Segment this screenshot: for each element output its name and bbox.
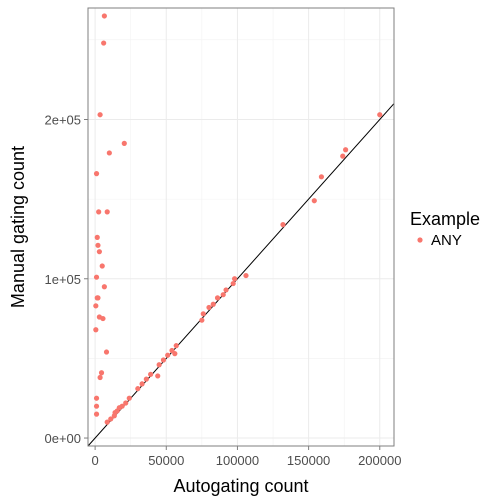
data-point: [165, 352, 171, 358]
data-point: [94, 295, 100, 301]
data-point: [280, 222, 286, 228]
data-point: [104, 419, 110, 425]
data-point: [135, 386, 141, 392]
panel-border: [87, 7, 395, 447]
x-tick-label: 150000: [287, 453, 330, 468]
data-point: [94, 234, 100, 240]
data-point: [93, 303, 99, 309]
data-point: [206, 304, 212, 311]
data-point: [106, 150, 112, 156]
data-point: [377, 112, 383, 118]
data-point: [97, 374, 103, 381]
legend-key-any: [417, 237, 423, 243]
minor-gridlines: [88, 8, 394, 446]
data-point: [173, 343, 179, 349]
data-point: [210, 301, 216, 307]
data-point: [160, 357, 167, 363]
data-point: [95, 242, 101, 248]
data-point: [93, 403, 100, 409]
legend-label-any: ANY: [431, 232, 462, 249]
data-point: [100, 315, 106, 322]
data-point: [103, 349, 110, 355]
x-tick-label: 200000: [358, 453, 401, 468]
data-point: [214, 295, 221, 301]
data-point: [96, 249, 102, 255]
data-point: [243, 272, 249, 279]
data-point: [126, 395, 132, 401]
data-point: [220, 292, 226, 298]
data-point: [199, 317, 205, 323]
data-point: [97, 112, 103, 118]
data-point: [231, 276, 238, 282]
panel-background: [88, 8, 394, 446]
data-point: [343, 147, 349, 153]
data-point: [121, 140, 127, 146]
data-point: [99, 263, 105, 269]
data-point: [230, 280, 236, 287]
x-axis-title: Autogating count: [173, 476, 308, 496]
x-tick-label: 0: [91, 453, 98, 468]
y-tick-label: 1e+05: [44, 272, 81, 287]
data-point: [101, 284, 107, 290]
y-tick-label: 0e+00: [44, 431, 81, 446]
legend-title: Example: [410, 209, 480, 229]
data-point: [172, 351, 178, 357]
data-point: [93, 411, 100, 417]
data-point: [311, 198, 317, 204]
data-point: [143, 376, 149, 382]
data-point: [148, 371, 154, 377]
y-axis: 0e+00 1e+05 2e+05: [44, 112, 88, 446]
data-point: [123, 400, 129, 406]
data-point: [93, 327, 99, 333]
data-point: [101, 40, 107, 46]
y-axis-title: Manual gating count: [8, 146, 28, 308]
major-gridlines: [88, 8, 394, 446]
x-tick-label: 50000: [148, 453, 184, 468]
data-point: [96, 209, 102, 215]
data-point: [101, 13, 107, 19]
data-point: [340, 153, 346, 159]
data-point: [98, 370, 105, 376]
data-point: [93, 274, 100, 280]
data-point: [156, 362, 162, 368]
x-tick-label: 100000: [216, 453, 259, 468]
data-point: [93, 395, 100, 401]
legend: Example ANY: [410, 209, 480, 249]
data-point: [318, 174, 325, 180]
data-point: [93, 171, 100, 177]
x-axis: 0 50000 100000 150000 200000: [91, 446, 401, 468]
data-point: [139, 381, 145, 387]
data-points: [93, 13, 383, 425]
data-point: [104, 209, 110, 215]
data-point: [200, 311, 206, 317]
data-point: [155, 373, 161, 379]
data-point: [119, 403, 125, 409]
data-point: [108, 416, 114, 422]
data-point: [223, 287, 229, 293]
y-tick-label: 2e+05: [44, 112, 81, 127]
